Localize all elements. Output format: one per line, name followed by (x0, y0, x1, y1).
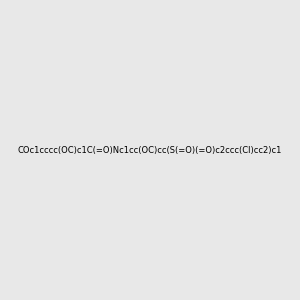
Text: COc1cccc(OC)c1C(=O)Nc1cc(OC)cc(S(=O)(=O)c2ccc(Cl)cc2)c1: COc1cccc(OC)c1C(=O)Nc1cc(OC)cc(S(=O)(=O)… (18, 146, 282, 154)
